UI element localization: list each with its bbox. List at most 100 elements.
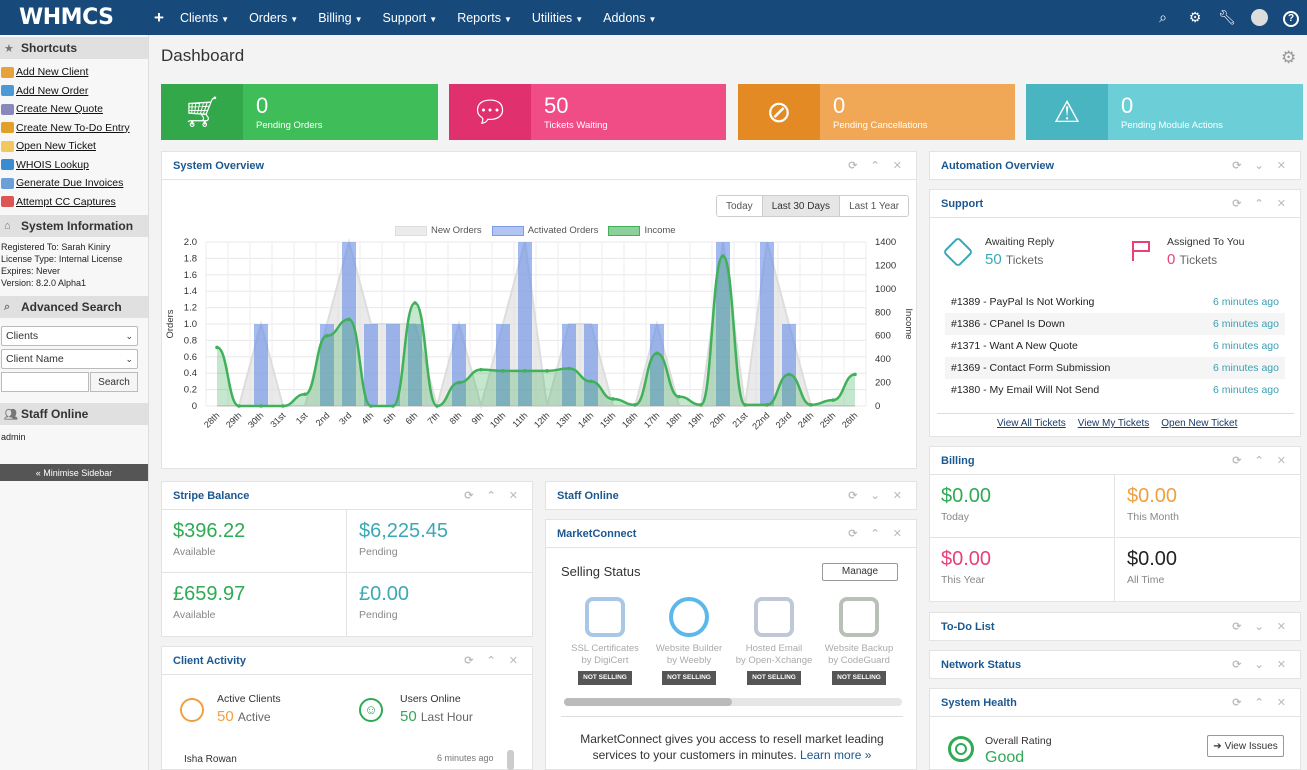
stat-box-0[interactable]: 🛒︎ 0 Pending Orders (161, 84, 438, 140)
range-button[interactable]: Today (717, 196, 763, 216)
shortcut-link[interactable]: Open New Ticket (16, 140, 96, 153)
system-overview-chart: 0 0.2 0.4 0.6 0.8 1.0 1.2 1.4 1.6 1.8 2.0 0 200 400 60… (165, 237, 914, 432)
shortcut-item[interactable]: Attempt CC Captures (0, 193, 148, 212)
marketconnect-product[interactable]: Website Backup by CodeGuard NOT SELLING (814, 597, 904, 685)
panel-controls[interactable]: ⟳ ⌃ ✕ (464, 490, 523, 502)
panel-controls[interactable]: ⟳ ⌃ ✕ (848, 528, 907, 540)
shortcuts-header: ★ Shortcuts (0, 37, 148, 59)
x-tick: 4th (359, 410, 375, 426)
whmcs-logo[interactable]: WHMCS (19, 5, 114, 30)
search-button[interactable]: Search (90, 372, 138, 392)
nav-support[interactable]: Support ▼ (382, 11, 437, 25)
shortcut-link[interactable]: WHOIS Lookup (16, 158, 89, 171)
nav-clients[interactable]: Clients ▼ (180, 11, 229, 25)
marketconnect-product[interactable]: Website Builder by Weebly NOT SELLING (644, 597, 734, 685)
shortcut-item[interactable]: Add New Client (0, 63, 148, 82)
search-type-select[interactable]: Clients ⌄ (1, 326, 138, 346)
ticket-row[interactable]: #1386 - CPanel Is Down 6 minutes ago (945, 313, 1285, 335)
marketconnect-product[interactable]: Hosted Email by Open-Xchange NOT SELLING (729, 597, 819, 685)
shortcut-item[interactable]: Open New Ticket (0, 137, 148, 156)
marketconnect-product[interactable]: SSL Certificates by DigiCert NOT SELLING (560, 597, 650, 685)
y-left-tick: 1.4 (184, 286, 197, 297)
panel-controls[interactable]: ⟳ ⌄ ✕ (848, 490, 907, 502)
nav-billing[interactable]: Billing ▼ (318, 11, 362, 25)
ticket-subject[interactable]: #1386 - CPanel Is Down (951, 318, 1065, 330)
ticket-subject[interactable]: #1371 - Want A New Quote (951, 340, 1078, 352)
wrench-icon[interactable]: 🔧︎ (1218, 9, 1236, 25)
panel-controls[interactable]: ⟳ ⌃ ✕ (1232, 198, 1291, 210)
ticket-subject[interactable]: #1369 - Contact Form Submission (951, 362, 1111, 374)
shortcut-link[interactable]: Add New Client (16, 66, 89, 79)
help-icon[interactable]: ? (1275, 8, 1307, 27)
quick-add-button[interactable]: + (154, 7, 164, 27)
x-tick: 13th (554, 410, 573, 429)
income-area (217, 256, 855, 406)
y-left-tick: 0 (192, 401, 197, 412)
range-button[interactable]: Last 30 Days (762, 196, 841, 216)
ticket-row[interactable]: #1369 - Contact Form Submission 6 minutes… (945, 357, 1285, 379)
sidebar: ★ Shortcuts Add New Client Add New Order Cr… (0, 35, 149, 770)
x-tick: 19th (686, 410, 705, 429)
legend-item[interactable]: Activated Orders (491, 225, 598, 236)
shortcut-item[interactable]: Generate Due Invoices (0, 174, 148, 193)
stat-box-1[interactable]: 💬︎ 50 Tickets Waiting (449, 84, 726, 140)
ticket-row[interactable]: #1389 - PayPal Is Not Working 6 minutes a… (945, 291, 1285, 313)
ticket-row[interactable]: #1380 - My Email Will Not Send 6 minutes … (945, 379, 1285, 401)
ticket-subject[interactable]: #1380 - My Email Will Not Send (951, 384, 1100, 396)
panel-controls[interactable]: ⟳ ⌃ ✕ (464, 655, 523, 667)
client-activity-name[interactable]: Isha Rowan (184, 754, 237, 765)
support-link[interactable]: Open New Ticket (1161, 418, 1238, 429)
range-button[interactable]: Last 1 Year (840, 196, 909, 216)
support-link[interactable]: View My Tickets (1077, 418, 1150, 429)
learn-more-link[interactable]: Learn more » (800, 748, 872, 762)
shortcut-link[interactable]: Create New To-Do Entry (16, 121, 130, 134)
panel-controls[interactable]: ⟳ ⌃ ✕ (848, 160, 907, 172)
legend-item[interactable]: New Orders (395, 225, 482, 236)
panel-controls[interactable]: ⟳ ⌄ ✕ (1232, 621, 1291, 633)
stat-box-3[interactable]: ⚠ 0 Pending Module Actions (1026, 84, 1303, 140)
stat-box-2[interactable]: ⊘ 0 Pending Cancellations (738, 84, 1015, 140)
client-activity-title: Client Activity (173, 654, 246, 667)
nav-label: Orders (249, 10, 288, 25)
panel-controls[interactable]: ⟳ ⌃ ✕ (1232, 697, 1291, 709)
nav-label: Utilities (531, 10, 573, 25)
support-link[interactable]: View All Tickets (997, 418, 1066, 429)
panel-controls[interactable]: ⟳ ⌄ ✕ (1232, 659, 1291, 671)
y-left-tick: 1.8 (184, 253, 197, 264)
balance-cell: $0.00 Today (930, 475, 1115, 538)
x-tick: 15th (598, 410, 617, 429)
shortcut-item[interactable]: Add New Order (0, 82, 148, 101)
ticket-row[interactable]: #1371 - Want A New Quote 6 minutes ago (945, 335, 1285, 357)
activated-orders-bar (760, 242, 774, 406)
user-avatar-icon[interactable] (1243, 9, 1275, 27)
legend-item[interactable]: Income (608, 225, 676, 236)
minimise-sidebar-button[interactable]: « Minimise Sidebar (0, 464, 148, 481)
shortcut-item[interactable]: WHOIS Lookup (0, 156, 148, 175)
product-logo-icon (839, 597, 879, 637)
nav-reports[interactable]: Reports ▼ (457, 11, 512, 25)
product-vendor: by Weebly (666, 655, 712, 666)
cogs-icon[interactable]: ⚙ (1188, 9, 1202, 25)
manage-button[interactable]: Manage (822, 563, 898, 581)
nav-orders[interactable]: Orders ▼ (249, 11, 298, 25)
gear-icon[interactable]: ⚙ (1281, 48, 1297, 67)
shortcut-link[interactable]: Add New Order (16, 84, 89, 97)
search-field-select[interactable]: Client Name ⌄ (1, 349, 138, 369)
warning-icon: ⚠ (1053, 95, 1081, 129)
horizontal-scrollbar[interactable] (564, 698, 902, 706)
search-icon[interactable]: ⌕ (1159, 9, 1167, 25)
ticket-subject[interactable]: #1389 - PayPal Is Not Working (951, 296, 1095, 308)
scrollbar[interactable] (507, 750, 514, 770)
shortcut-item[interactable]: Create New Quote (0, 100, 148, 119)
shortcut-item[interactable]: Create New To-Do Entry (0, 119, 148, 138)
panel-controls[interactable]: ⟳ ⌄ ✕ (1232, 160, 1291, 172)
panel-controls[interactable]: ⟳ ⌃ ✕ (1232, 455, 1291, 467)
nav-utilities[interactable]: Utilities ▼ (532, 11, 583, 25)
search-input[interactable] (1, 372, 89, 392)
shortcut-link[interactable]: Attempt CC Captures (16, 195, 116, 208)
nav-addons[interactable]: Addons ▼ (603, 11, 656, 25)
shortcut-link[interactable]: Create New Quote (16, 103, 103, 116)
income-point (413, 301, 417, 305)
view-issues-button[interactable]: ➔ View Issues (1207, 735, 1284, 757)
shortcut-link[interactable]: Generate Due Invoices (16, 177, 124, 190)
